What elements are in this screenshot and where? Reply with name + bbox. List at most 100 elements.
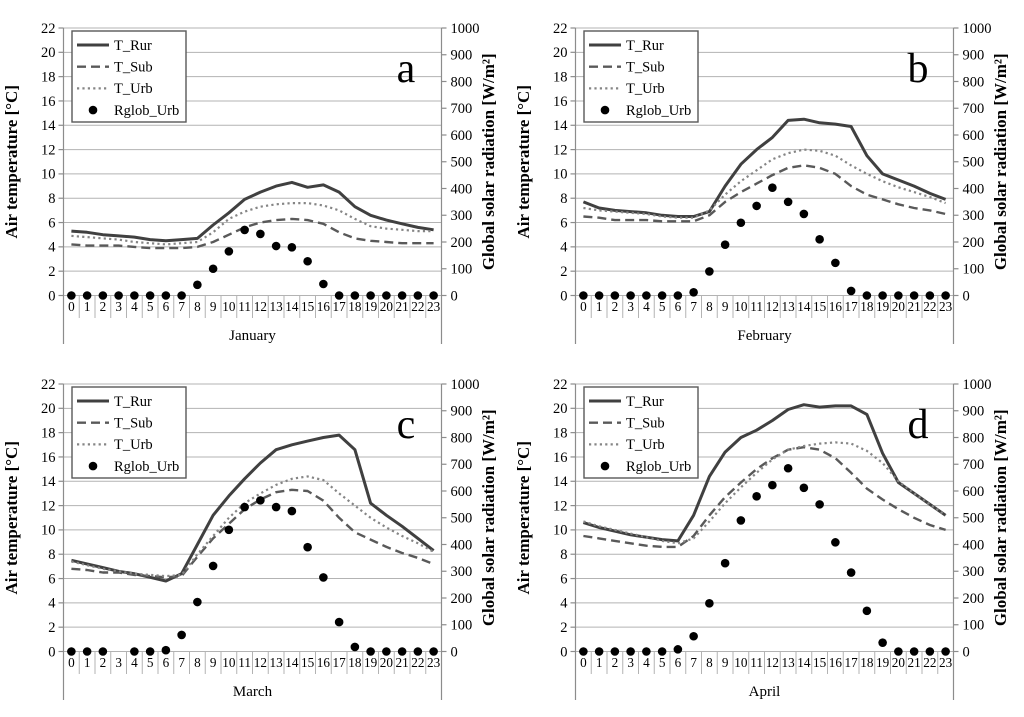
radiation-point [894, 291, 903, 300]
left-axis-tick-label: 8 [48, 547, 55, 563]
legend-item-T_Sub: T_Sub [589, 60, 665, 76]
left-axis-tick-label: 8 [560, 547, 567, 563]
series-T_Rur-line [582, 403, 947, 543]
left-axis-tick-label: 10 [41, 523, 56, 539]
x-axis-hour-label: 18 [348, 299, 362, 314]
x-axis-hour-label: 8 [194, 655, 201, 670]
radiation-point [720, 558, 730, 568]
right-axis-tick-label: 400 [963, 181, 985, 197]
radiation-point [610, 647, 620, 656]
radiation-point [224, 247, 234, 256]
chart-april: 0246810121416182022010020030040050060070… [514, 377, 1010, 700]
x-axis-hour-label: 13 [782, 299, 796, 314]
radiation-point [610, 291, 620, 300]
radiation-point [67, 291, 76, 300]
right-axis-tick-label: 400 [451, 537, 473, 553]
series-T_Sub-line [71, 217, 434, 250]
x-axis-hour-label: 5 [659, 655, 666, 670]
series-Rglob_Urb-points [579, 183, 950, 300]
left-axis-tick-label: 0 [560, 288, 567, 304]
left-axis-tick-label: 20 [553, 401, 568, 417]
x-axis-hour-label: 10 [222, 299, 236, 314]
x-axis-hour-label: 17 [845, 299, 859, 314]
left-axis-tick-label: 14 [553, 474, 568, 490]
series-T_Sub-line [583, 164, 946, 223]
series-T_Rur-line [71, 180, 434, 243]
left-axis-tick-label: 14 [41, 474, 56, 490]
radiation-point [736, 516, 746, 525]
x-axis-hour-label: 18 [348, 655, 362, 670]
x-axis-hour-label: 3 [627, 299, 634, 314]
radiation-point [161, 291, 171, 300]
radiation-point [846, 286, 856, 296]
radiation-point [799, 209, 809, 219]
legend-label: Rglob_Urb [626, 459, 691, 475]
panel-letter: c [397, 402, 416, 448]
right-axis-tick-label: 0 [963, 644, 970, 660]
radiation-point [82, 291, 92, 300]
x-axis-hour-label: 12 [766, 299, 779, 314]
legend-label: T_Sub [626, 60, 665, 76]
left-axis-tick-label: 22 [553, 21, 568, 37]
right-axis-tick-label: 300 [963, 208, 985, 224]
left-axis-tick-label: 20 [41, 45, 56, 61]
x-axis-hour-label: 22 [923, 299, 936, 314]
left-axis-tick-label: 14 [41, 118, 56, 134]
radiation-point [705, 267, 714, 276]
radiation-point [705, 599, 714, 608]
left-axis-tick-label: 2 [560, 620, 567, 636]
x-axis-hour-label: 22 [923, 655, 936, 670]
legend-item-T_Rur: T_Rur [589, 38, 664, 54]
left-axis-tick-label: 18 [553, 69, 568, 85]
x-axis-hour-label: 0 [580, 299, 587, 314]
series-T_Rur-line [582, 117, 947, 218]
radiation-point [334, 291, 344, 300]
x-axis-hour-label: 9 [722, 655, 729, 670]
left-axis-title: Air temperature [°C] [514, 441, 533, 594]
left-axis-tick-label: 6 [560, 215, 567, 231]
x-axis-hour-label: 23 [427, 299, 441, 314]
x-axis-hour-label: 5 [659, 299, 666, 314]
x-axis-hour-label: 8 [706, 299, 713, 314]
chart-march: 0246810121416182022010020030040050060070… [2, 377, 498, 700]
x-axis-hour-label: 17 [845, 655, 859, 670]
radiation-point [783, 197, 793, 207]
x-axis-hour-label: 13 [270, 655, 284, 670]
radiation-point [382, 647, 391, 656]
legend: T_Rur T_Sub T_Urb Rglob_Urb [583, 30, 699, 123]
left-axis-tick-label: 2 [48, 264, 55, 280]
radiation-point [909, 291, 919, 300]
radiation-point [941, 291, 950, 300]
legend-item-T_Sub: T_Sub [77, 416, 153, 432]
left-axis-tick-label: 16 [41, 94, 56, 110]
right-axis-title: Global solar radiation [W/m²] [991, 53, 1010, 270]
radiation-point [579, 647, 588, 656]
left-axis-tick-label: 4 [48, 596, 56, 612]
series-T_Sub-line [583, 446, 946, 549]
radiation-point [82, 647, 92, 656]
right-axis-tick-label: 200 [451, 235, 473, 251]
radiation-point [413, 291, 423, 300]
radiation-point [909, 647, 919, 656]
radiation-point [287, 506, 297, 516]
x-axis-hour-label: 3 [115, 299, 122, 314]
right-axis-tick-label: 300 [451, 208, 473, 224]
x-axis-hour-label: 16 [317, 299, 331, 314]
right-axis-tick-label: 100 [963, 262, 985, 278]
x-axis-hour-label: 14 [285, 299, 299, 314]
x-axis-hour-label: 23 [939, 655, 953, 670]
x-axis-hour-label: 1 [596, 655, 603, 670]
right-axis-tick-label: 500 [451, 155, 473, 171]
x-axis-hour-label: 11 [238, 299, 251, 314]
legend-label: T_Sub [114, 416, 153, 432]
radiation-point [689, 631, 698, 641]
left-axis-tick-label: 22 [553, 377, 568, 393]
x-axis-hour-label: 20 [892, 299, 906, 314]
left-axis-tick-label: 16 [553, 94, 568, 110]
radiation-point [319, 279, 328, 289]
radiation-point [862, 291, 872, 300]
legend-label: T_Rur [626, 38, 664, 54]
radiation-point [657, 647, 667, 656]
radiation-point [130, 647, 139, 656]
